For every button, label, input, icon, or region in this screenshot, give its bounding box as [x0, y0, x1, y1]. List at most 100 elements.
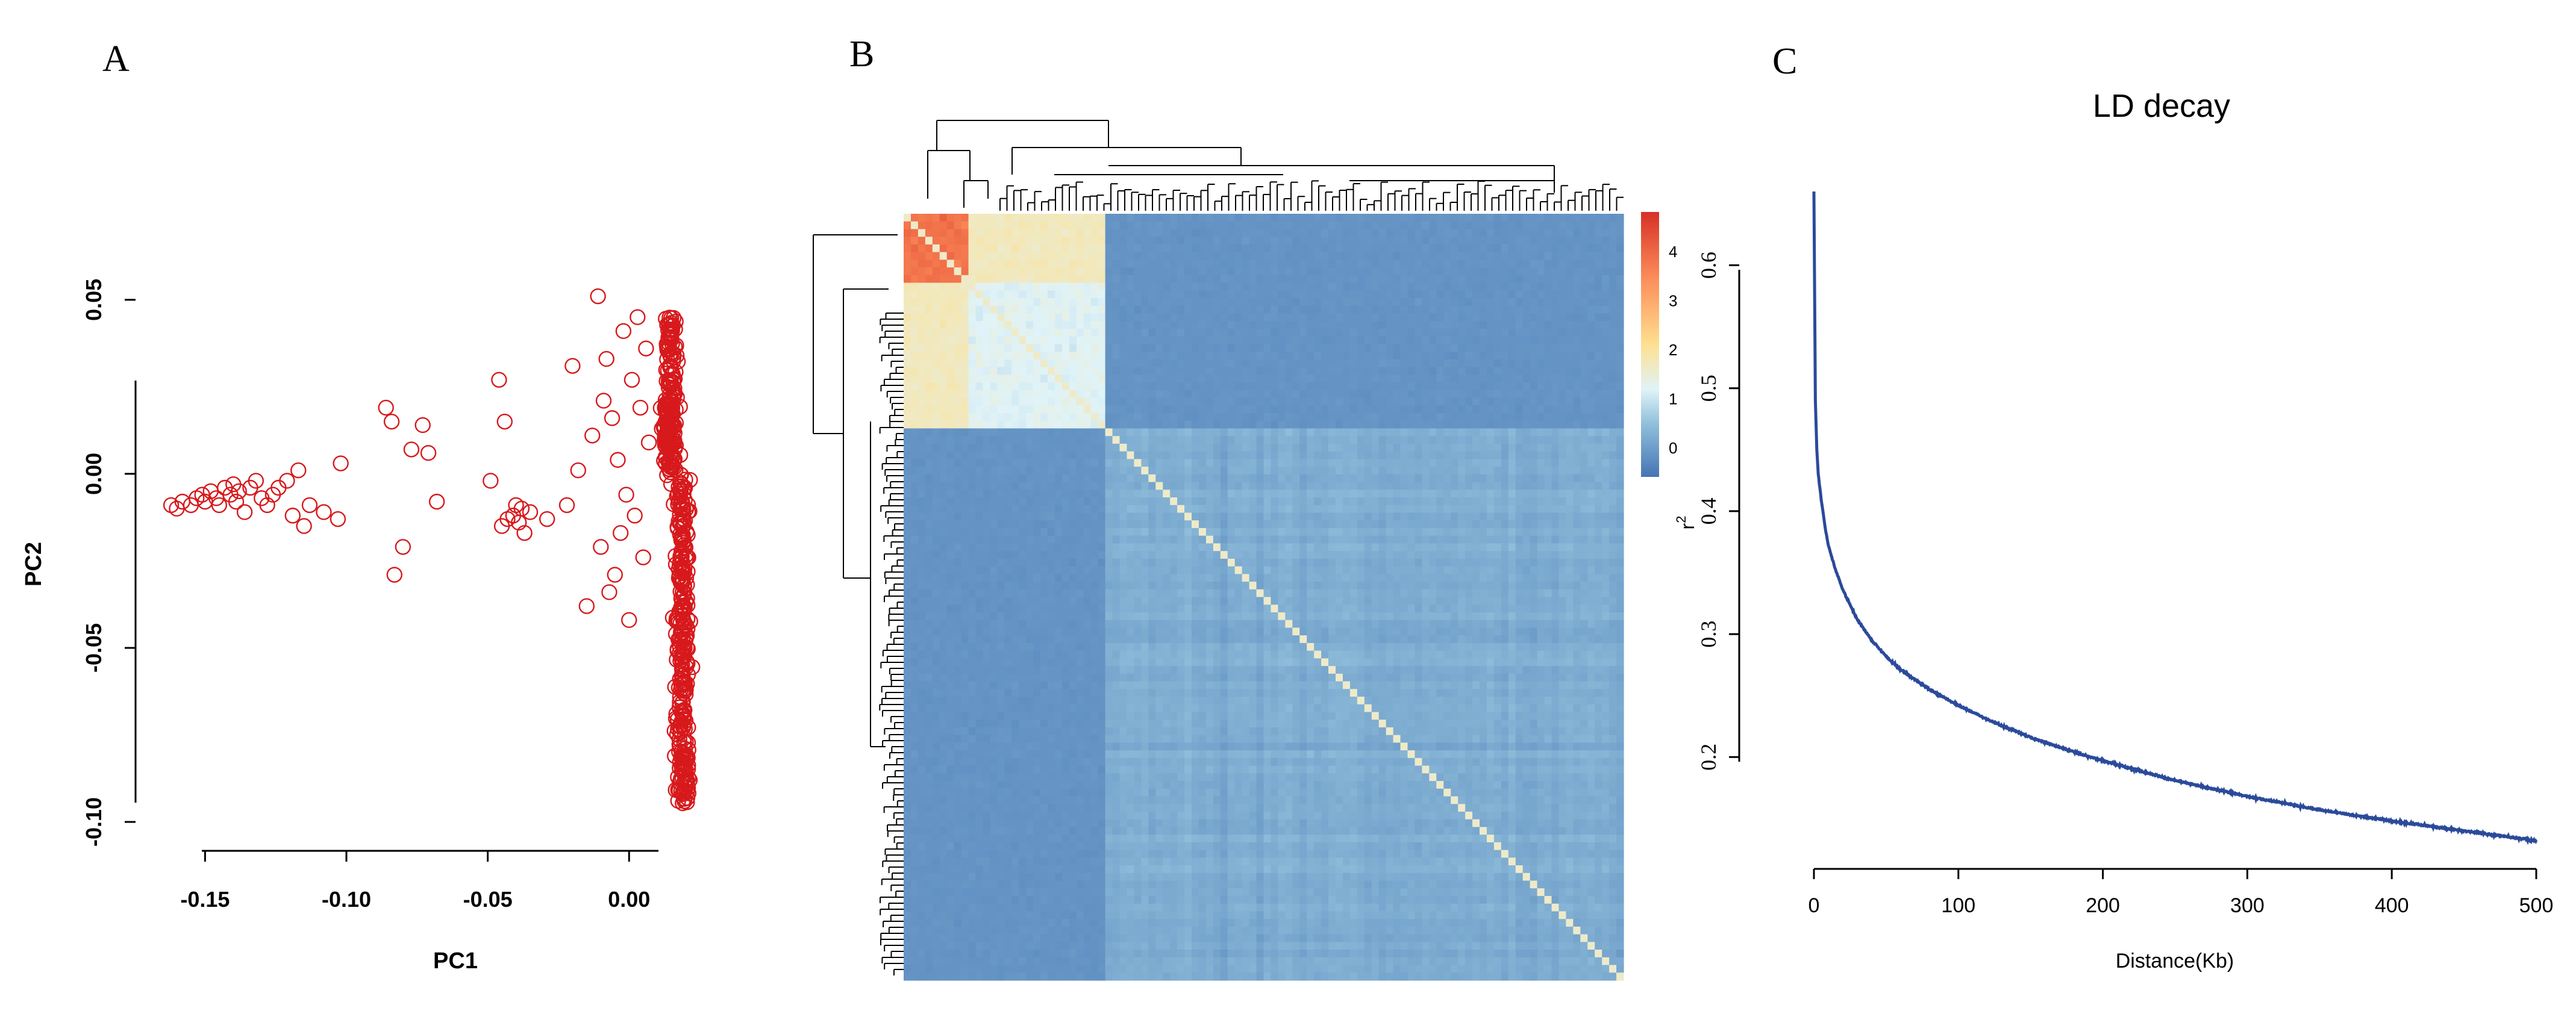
panel-b-cell	[1415, 505, 1422, 514]
panel-b-cell	[1616, 428, 1624, 437]
panel-b-cell	[1220, 282, 1228, 291]
panel-b-cell	[1285, 451, 1293, 459]
panel-b-cell	[983, 260, 990, 268]
panel-b-cell	[1357, 474, 1365, 483]
panel-b-cell	[1508, 397, 1516, 406]
panel-b-cell	[1177, 482, 1185, 490]
panel-b-cell	[1501, 221, 1509, 230]
panel-b-cell	[1134, 252, 1142, 260]
panel-b-cell	[1314, 252, 1322, 260]
panel-b-cell	[990, 298, 998, 306]
panel-b-cell	[1163, 267, 1171, 276]
panel-b-cell	[1141, 290, 1149, 299]
panel-b-cell	[939, 459, 948, 467]
panel-b-cell	[1393, 474, 1401, 483]
panel-b-cell	[997, 459, 1005, 467]
panel-b-cell	[1198, 282, 1207, 291]
panel-b-cell	[1378, 221, 1387, 230]
panel-b-cell	[1292, 535, 1300, 544]
panel-b-cell	[997, 237, 1005, 245]
panel-a-point	[598, 350, 614, 367]
panel-b-cell	[1551, 467, 1560, 475]
panel-b-cell	[1048, 214, 1055, 222]
panel-b-cell	[1033, 397, 1041, 406]
panel-b-cell	[1595, 313, 1602, 322]
panel-b-cell	[1054, 397, 1063, 406]
panel-b-cell	[1127, 467, 1134, 475]
panel-b-cell	[1011, 260, 1019, 268]
panel-b-cell	[1558, 214, 1566, 222]
panel-b-cell	[1472, 214, 1480, 222]
panel-b-cell	[1127, 397, 1134, 406]
panel-b-cell	[1422, 375, 1430, 383]
panel-b-cell	[1040, 382, 1048, 391]
panel-b-cell	[1357, 459, 1365, 467]
panel-b-cell	[1515, 405, 1524, 414]
panel-b-cell	[1033, 328, 1041, 337]
panel-b-cell	[1551, 482, 1560, 490]
panel-b-cell	[1407, 282, 1416, 291]
panel-b-cell	[1458, 405, 1466, 414]
panel-b-cell	[1213, 459, 1221, 467]
panel-b-cell	[1242, 428, 1250, 437]
panel-b-cell	[1436, 459, 1444, 467]
panel-b-cell	[1537, 497, 1545, 506]
panel-b-cell	[904, 359, 911, 368]
panel-b-cell	[997, 267, 1005, 276]
panel-b-cell	[1234, 467, 1243, 475]
panel-b-cell	[1386, 474, 1394, 483]
panel-b-cell	[1119, 321, 1128, 329]
panel-b-cell	[946, 482, 955, 490]
panel-b-cell	[1314, 451, 1322, 459]
panel-b-cell	[1422, 352, 1430, 360]
panel-b-cell	[1386, 527, 1394, 537]
panel-b-cell	[1415, 520, 1422, 529]
panel-b-cell	[1213, 520, 1221, 529]
panel-b-cell	[1587, 397, 1595, 406]
panel-b-cell	[1371, 428, 1380, 437]
panel-b-cell	[1148, 260, 1156, 268]
panel-b-cell	[1458, 390, 1466, 399]
panel-b-cell	[910, 275, 919, 284]
panel-b-cell	[1480, 482, 1487, 490]
panel-b-cell	[1493, 336, 1502, 345]
panel-b-cell	[1192, 459, 1199, 467]
panel-b-cell	[1177, 451, 1185, 459]
panel-b-cell	[1249, 229, 1257, 237]
panel-b-cell	[1407, 459, 1416, 467]
panel-b-cell	[961, 490, 969, 498]
panel-b-cell	[1328, 290, 1336, 299]
panel-b-cell	[1278, 282, 1286, 291]
panel-b-cell	[1393, 512, 1401, 521]
panel-b-cell	[1048, 321, 1055, 329]
panel-b-cell	[1436, 336, 1444, 345]
panel-b-cell	[954, 229, 962, 237]
panel-b-cell	[1163, 474, 1171, 483]
panel-b-cell	[1465, 237, 1473, 245]
panel-b-cell	[1299, 512, 1307, 521]
panel-b-cell	[1544, 221, 1552, 230]
panel-b-cell	[1054, 313, 1063, 322]
panel-b-cell	[925, 221, 933, 230]
panel-b-cell	[1465, 244, 1473, 253]
panel-b-cell	[1336, 275, 1343, 284]
panel-b-cell	[1177, 474, 1185, 483]
panel-b-cell	[1386, 412, 1394, 422]
panel-b-cell	[1198, 535, 1207, 544]
panel-b-cell	[1105, 535, 1113, 544]
panel-b-cell	[1386, 443, 1394, 452]
panel-b-cell	[1048, 443, 1055, 452]
panel-b-cell	[1595, 367, 1602, 375]
panel-b-cell	[1019, 282, 1027, 291]
panel-b-cell	[1048, 490, 1055, 498]
panel-b-cell	[1415, 244, 1422, 253]
panel-b-cell	[910, 252, 919, 260]
panel-b-cell	[1616, 344, 1624, 352]
panel-b-cell	[1544, 260, 1552, 268]
panel-b-cell	[1378, 535, 1387, 544]
panel-b-cell	[1436, 512, 1444, 521]
panel-b-cell	[1314, 520, 1322, 529]
panel-b-cell	[1098, 535, 1106, 544]
panel-b-cell	[1436, 382, 1444, 391]
panel-b-cell	[1134, 505, 1142, 514]
